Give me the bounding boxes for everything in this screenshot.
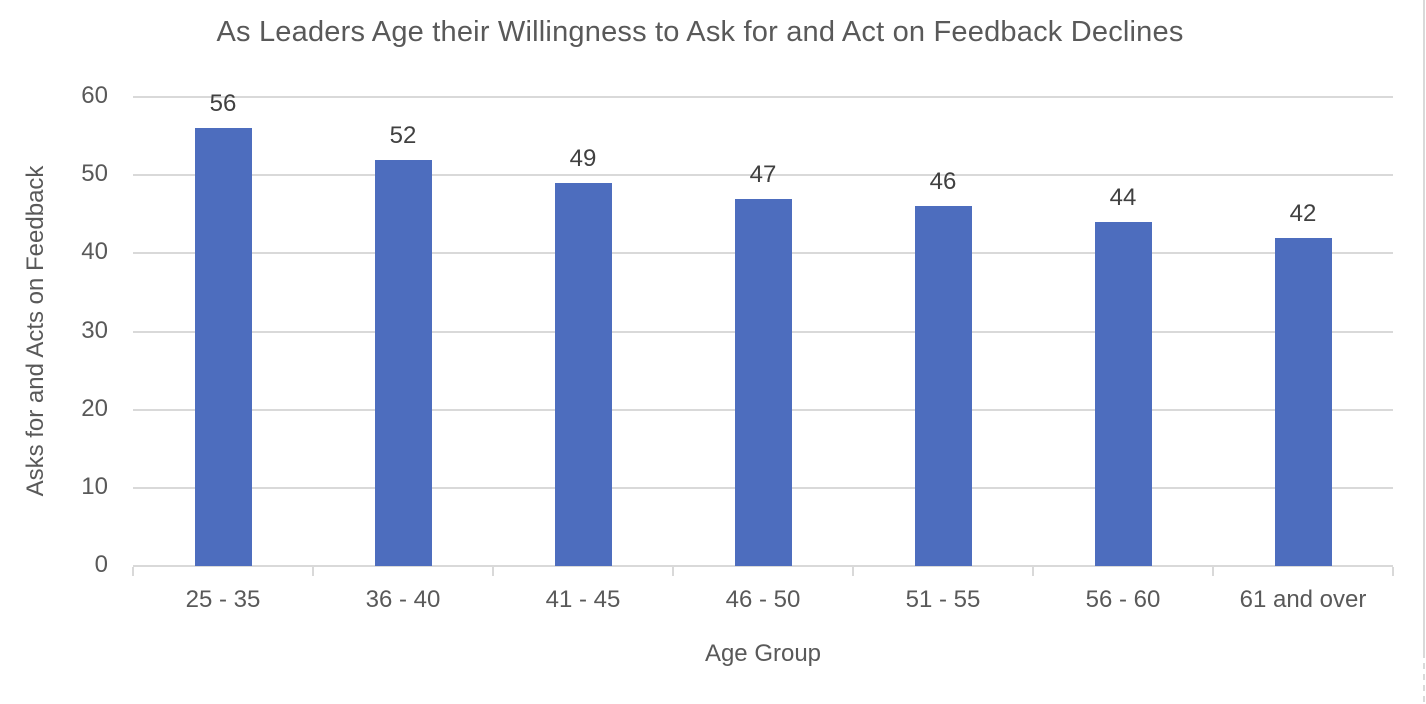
y-tick-label: 60	[81, 82, 108, 109]
x-tick-label: 61 and over	[1239, 586, 1367, 613]
data-label: 42	[1289, 199, 1317, 227]
bar-46---50	[734, 198, 792, 566]
data-label: 56	[209, 90, 237, 118]
x-axis-tick	[1212, 567, 1214, 576]
gridline-y-60	[133, 96, 1393, 98]
x-tick-label: 36 - 40	[365, 586, 441, 613]
x-tick-label: 51 - 55	[905, 586, 981, 613]
chart-title: As Leaders Age their Willingness to Ask …	[216, 16, 1184, 48]
x-tick-label: 46 - 50	[725, 586, 801, 613]
bar-36---40	[374, 159, 432, 566]
y-tick-label: 50	[81, 160, 108, 188]
y-tick-label: 0	[94, 551, 108, 578]
bar-41---45	[554, 182, 612, 566]
gridline-y-0	[133, 565, 1393, 567]
data-label: 52	[389, 121, 417, 149]
x-axis-tick	[852, 567, 854, 576]
bar-51---55	[914, 206, 972, 566]
x-axis-tick	[312, 567, 314, 576]
data-label: 47	[749, 160, 777, 188]
page-edge-line-dashed	[1423, 652, 1425, 704]
y-tick-label: 20	[81, 394, 108, 422]
x-axis-title: Age Group	[704, 640, 822, 667]
gridline-y-50	[133, 174, 1393, 177]
bar-56---60	[1094, 222, 1152, 566]
data-label: 44	[1109, 184, 1137, 212]
x-axis-tick	[1392, 567, 1394, 576]
x-tick-label: 41 - 45	[545, 586, 621, 613]
x-axis-tick	[1032, 567, 1034, 576]
y-tick-label: 40	[81, 238, 108, 266]
data-label: 46	[929, 168, 957, 196]
bar-61-and-over	[1274, 237, 1332, 566]
x-axis-tick	[132, 567, 134, 576]
x-tick-label: 56 - 60	[1085, 586, 1161, 613]
data-label: 49	[569, 144, 597, 172]
x-axis-tick	[672, 567, 674, 576]
y-tick-label: 10	[81, 472, 108, 500]
x-tick-label: 25 - 35	[185, 586, 261, 613]
bar-25---35	[194, 128, 252, 566]
page-edge-line-solid	[1423, 0, 1425, 652]
y-tick-label: 30	[81, 316, 108, 344]
x-axis-tick	[492, 567, 494, 576]
